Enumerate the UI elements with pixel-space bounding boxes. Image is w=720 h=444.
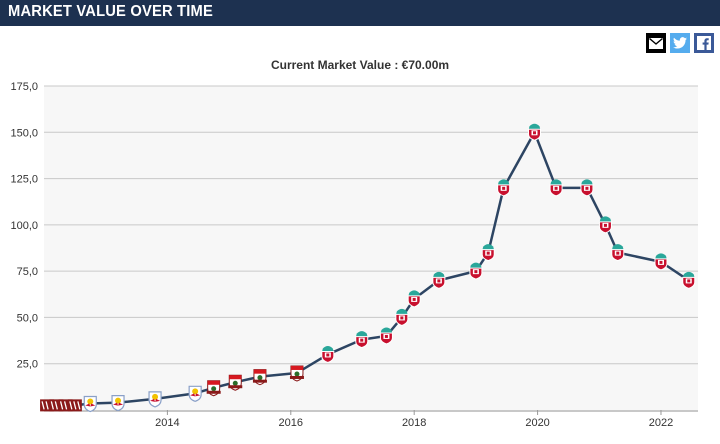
chart-subtitle: Current Market Value : €70.00m: [270, 58, 450, 72]
data-point-liverpool-crest-icon[interactable]: [481, 244, 495, 262]
grid-lines: [44, 85, 698, 365]
email-share-button[interactable]: [646, 33, 666, 53]
data-point-liverpool-crest-icon[interactable]: [598, 216, 612, 234]
data-point-southampton-crest-icon[interactable]: [206, 380, 221, 397]
x-tick-label: 2018: [402, 417, 426, 429]
y-tick-label: 50,0: [17, 312, 38, 324]
data-point-liverpool-crest-icon[interactable]: [528, 123, 541, 141]
facebook-f-icon: [697, 36, 711, 50]
y-tick-label: 175,0: [10, 81, 38, 93]
x-tick-label: 2020: [525, 417, 549, 429]
data-point-liverpool-crest-icon[interactable]: [321, 345, 335, 363]
data-point-liverpool-crest-icon[interactable]: [395, 308, 409, 326]
data-point-southampton-crest-icon[interactable]: [289, 365, 304, 382]
y-tick-label: 100,0: [10, 220, 38, 232]
y-tick-label: 150,0: [10, 127, 38, 139]
x-tick-label: 2022: [649, 417, 673, 429]
data-point-liverpool-crest-icon[interactable]: [611, 244, 625, 262]
data-point-southampton-crest-icon[interactable]: [228, 374, 243, 391]
page-title: MARKET VALUE OVER TIME: [8, 3, 213, 20]
data-point-red-bull-salzburg-crest-icon[interactable]: [111, 394, 125, 412]
x-tick-label: 2014: [155, 417, 179, 429]
data-point-southampton-crest-icon[interactable]: [252, 369, 267, 386]
data-point-liverpool-crest-icon[interactable]: [549, 179, 563, 197]
y-tick-label: 25,0: [17, 359, 38, 371]
twitter-share-button[interactable]: [670, 33, 690, 53]
data-point-red-bull-salzburg-crest-icon[interactable]: [83, 395, 97, 413]
x-axis-labels: 2014 2016 2018 2020 2022: [44, 410, 698, 429]
y-tick-label: 125,0: [10, 174, 38, 186]
data-point-liverpool-crest-icon[interactable]: [379, 327, 393, 345]
data-point-red-bull-salzburg-crest-icon[interactable]: [188, 385, 202, 402]
plot-area: [44, 86, 698, 412]
data-point-liverpool-crest-icon[interactable]: [654, 253, 668, 271]
data-point-liverpool-crest-icon[interactable]: [407, 290, 421, 308]
facebook-share-button[interactable]: [694, 33, 714, 53]
data-point-liverpool-crest-icon[interactable]: [580, 179, 594, 197]
data-point-liverpool-crest-icon[interactable]: [469, 262, 483, 280]
data-point-liverpool-crest-icon[interactable]: [355, 331, 369, 349]
data-point-liverpool-crest-icon[interactable]: [682, 271, 696, 289]
x-tick-label: 2016: [279, 417, 303, 429]
twitter-bird-icon: [673, 37, 687, 49]
data-point-sion-crest-icon[interactable]: [67, 399, 82, 412]
header-bar: MARKET VALUE OVER TIME: [0, 0, 720, 26]
y-axis-labels: 25,0 50,0 75,0 100,0 125,0 150,0 175,0: [10, 81, 38, 371]
data-point-red-bull-salzburg-crest-icon[interactable]: [148, 391, 162, 408]
club-crest-markers: [40, 123, 696, 413]
envelope-icon: [649, 37, 663, 49]
y-tick-label: 75,0: [17, 266, 38, 278]
data-point-liverpool-crest-icon[interactable]: [497, 179, 511, 197]
data-point-liverpool-crest-icon[interactable]: [432, 271, 446, 289]
market-value-line: [47, 131, 690, 407]
